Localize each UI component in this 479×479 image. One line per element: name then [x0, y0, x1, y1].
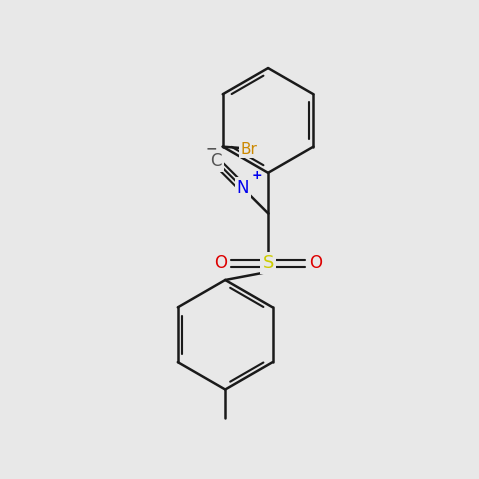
- Text: N: N: [237, 179, 249, 197]
- Text: +: +: [252, 169, 262, 182]
- Text: −: −: [206, 141, 217, 155]
- Text: C: C: [210, 152, 222, 170]
- Text: O: O: [309, 254, 322, 272]
- Text: O: O: [214, 254, 227, 272]
- Text: S: S: [262, 254, 274, 272]
- Text: Br: Br: [240, 141, 257, 157]
